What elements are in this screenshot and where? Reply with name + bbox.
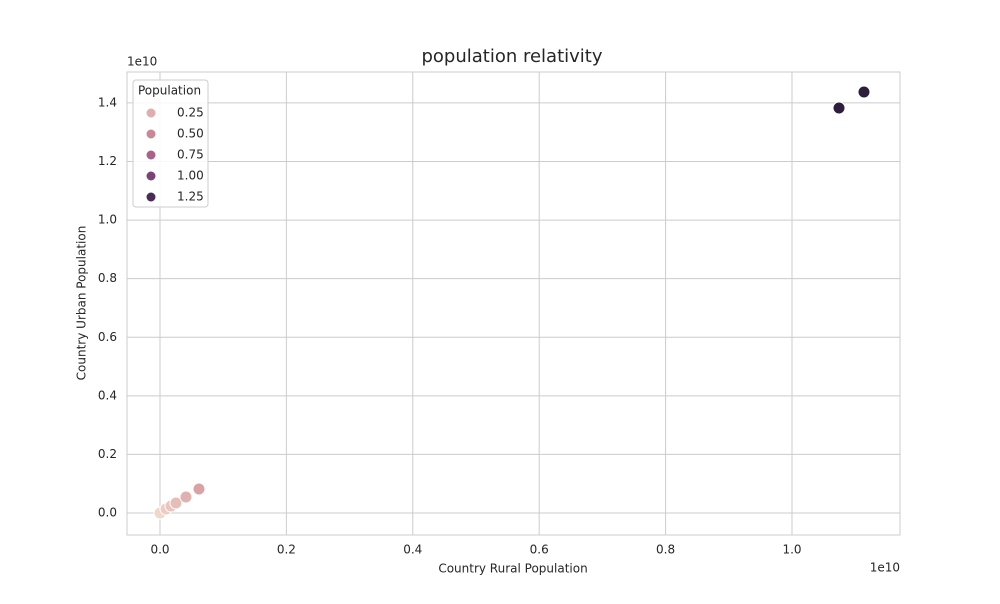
legend-label: 1.25 — [177, 190, 204, 204]
point — [192, 482, 206, 496]
chart-title: population relativity — [421, 46, 602, 67]
x-tick-label: 0.2 — [277, 543, 296, 557]
x-tick-label: 0.0 — [150, 543, 169, 557]
point — [169, 496, 183, 510]
legend-box — [132, 79, 209, 208]
y-tick-label: 1.2 — [98, 154, 117, 168]
legend-label: 0.25 — [177, 106, 204, 120]
y-tick-label: 1.0 — [98, 213, 117, 227]
y-tick-label: 0.2 — [98, 447, 117, 461]
y-axis-label: Country Urban Population — [75, 226, 89, 381]
legend-marker — [146, 129, 156, 139]
point — [857, 85, 871, 99]
legend-marker — [146, 171, 156, 181]
legend-marker — [146, 150, 156, 160]
y-tick-label: 1.4 — [98, 95, 117, 109]
x-tick-label: 0.8 — [656, 543, 675, 557]
x-tick-label: 0.6 — [530, 543, 549, 557]
y-tick-label: 0.4 — [98, 388, 117, 402]
y-tick-label: 0.8 — [98, 271, 117, 285]
point — [179, 490, 193, 504]
x-offset-label: 1e10 — [870, 561, 900, 575]
y-offset-label: 1e10 — [127, 55, 157, 69]
legend-marker — [146, 108, 156, 118]
legend-label: 0.50 — [177, 127, 204, 141]
point — [832, 101, 846, 115]
legend-marker — [146, 192, 156, 202]
legend-title: Population — [138, 84, 201, 98]
legend-label: 1.00 — [177, 169, 204, 183]
x-axis-label: Country Rural Population — [438, 562, 587, 576]
y-tick-label: 0.6 — [98, 330, 117, 344]
x-tick-label: 1.0 — [782, 543, 801, 557]
legend-label: 0.75 — [177, 148, 204, 162]
plot-frame — [126, 71, 901, 536]
x-tick-label: 0.4 — [403, 543, 422, 557]
y-tick-label: 0.0 — [98, 506, 117, 520]
